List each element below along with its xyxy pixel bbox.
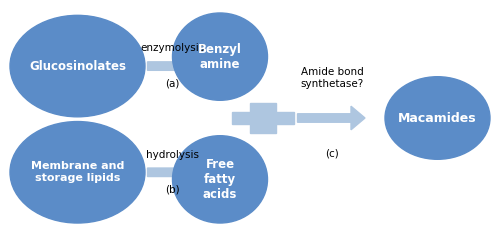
Text: Amide bond
synthetase?: Amide bond synthetase? xyxy=(301,67,364,89)
Bar xyxy=(250,103,276,133)
FancyArrow shape xyxy=(148,54,195,78)
Text: Membrane and
storage lipids: Membrane and storage lipids xyxy=(31,161,124,183)
Text: (a): (a) xyxy=(166,79,179,89)
FancyArrow shape xyxy=(148,160,195,184)
Ellipse shape xyxy=(385,77,490,159)
Ellipse shape xyxy=(10,15,145,117)
Text: (c): (c) xyxy=(326,148,340,158)
Text: Free
fatty
acids: Free fatty acids xyxy=(203,158,237,201)
Text: enzymolysis: enzymolysis xyxy=(140,43,204,53)
Text: Glucosinolates: Glucosinolates xyxy=(29,59,126,73)
Text: Macamides: Macamides xyxy=(398,111,477,125)
Ellipse shape xyxy=(172,136,268,223)
Text: (b): (b) xyxy=(165,185,180,195)
Bar xyxy=(232,112,294,124)
Ellipse shape xyxy=(172,13,268,100)
Ellipse shape xyxy=(10,122,145,223)
FancyArrow shape xyxy=(298,106,365,130)
Text: hydrolysis: hydrolysis xyxy=(146,150,199,160)
Text: Benzyl
amine: Benzyl amine xyxy=(198,43,242,71)
